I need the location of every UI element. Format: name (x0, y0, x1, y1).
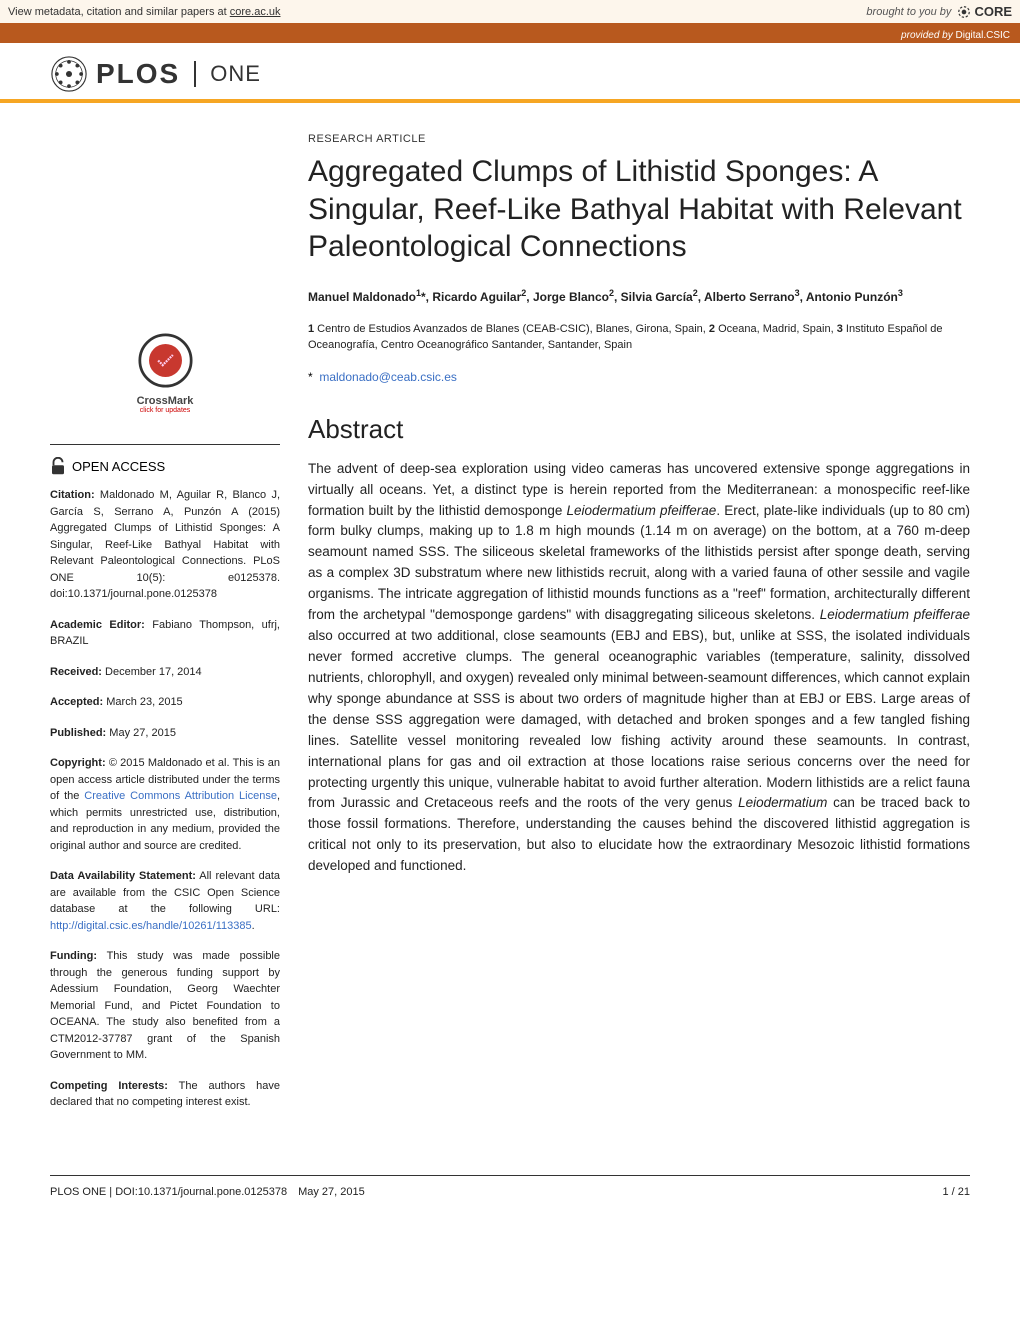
funding-text: This study was made possible through the… (50, 950, 280, 1061)
correspond-email[interactable]: maldonado@ceab.csic.es (319, 370, 457, 384)
footer-right: 1 / 21 (942, 1186, 970, 1198)
abstract-text: The advent of deep-sea exploration using… (308, 459, 970, 877)
funding-block: Funding: This study was made possible th… (50, 948, 280, 1064)
provided-name: Digital.CSIC (956, 30, 1010, 41)
authors: Manuel Maldonado1*, Ricardo Aguilar2, Jo… (308, 286, 970, 307)
received-block: Received: December 17, 2014 (50, 664, 280, 681)
copyright-label: Copyright: (50, 757, 106, 769)
core-prefix: View metadata, citation and similar pape… (8, 6, 230, 18)
footer-left: PLOS ONE | DOI:10.1371/journal.pone.0125… (50, 1186, 365, 1198)
crossmark-text: CrossMark (50, 395, 280, 407)
core-banner: View metadata, citation and similar pape… (0, 0, 1020, 28)
citation-text: Maldonado M, Aguilar R, Blanco J, García… (50, 489, 280, 600)
content: CrossMark click for updates OPEN ACCESS … (0, 103, 1020, 1145)
citation-block: Citation: Maldonado M, Aguilar R, Blanco… (50, 487, 280, 603)
competing-block: Competing Interests: The authors have de… (50, 1078, 280, 1111)
core-name: CORE (974, 4, 1012, 19)
cc-link[interactable]: Creative Commons Attribution License (84, 790, 277, 802)
received-text: December 17, 2014 (102, 666, 202, 678)
plos-symbol-icon (50, 55, 88, 93)
citation-label: Citation: (50, 489, 95, 501)
plos-brand-text: PLOS (96, 58, 180, 90)
sidebar: CrossMark click for updates OPEN ACCESS … (50, 133, 280, 1125)
received-label: Received: (50, 666, 102, 678)
correspond-star: * (308, 370, 313, 384)
footer: PLOS ONE | DOI:10.1371/journal.pone.0125… (50, 1175, 970, 1218)
accepted-label: Accepted: (50, 696, 103, 708)
data-label: Data Availability Statement: (50, 870, 196, 882)
core-logo[interactable]: CORE (957, 4, 1012, 19)
crossmark-icon (138, 333, 193, 388)
abstract-heading: Abstract (308, 414, 970, 445)
corresponding: * maldonado@ceab.csic.es (308, 370, 970, 384)
data-availability-block: Data Availability Statement: All relevan… (50, 868, 280, 934)
open-access-badge: OPEN ACCESS (50, 457, 280, 475)
main: RESEARCH ARTICLE Aggregated Clumps of Li… (308, 133, 970, 1125)
competing-label: Competing Interests: (50, 1080, 168, 1092)
brought-by-text: brought to you by (866, 6, 951, 18)
accepted-block: Accepted: March 23, 2015 (50, 694, 280, 711)
plos-journal-text: ONE (210, 61, 261, 87)
data-post: . (252, 920, 255, 932)
editor-block: Academic Editor: Fabiano Thompson, ufrj,… (50, 617, 280, 650)
published-text: May 27, 2015 (106, 727, 176, 739)
published-block: Published: May 27, 2015 (50, 725, 280, 742)
crossmark-badge[interactable]: CrossMark click for updates (50, 333, 280, 414)
plos-divider (194, 61, 196, 87)
data-link[interactable]: http://digital.csic.es/handle/10261/1133… (50, 920, 252, 932)
core-icon (957, 5, 971, 19)
core-link[interactable]: core.ac.uk (230, 6, 281, 18)
core-metadata-text: View metadata, citation and similar pape… (8, 6, 281, 18)
plos-header: PLOS ONE (0, 43, 1020, 103)
affiliations: 1 Centro de Estudios Avanzados de Blanes… (308, 321, 970, 354)
plos-logo[interactable]: PLOS ONE (50, 55, 990, 93)
provided-bar: provided by Digital.CSIC (0, 28, 1020, 43)
copyright-block: Copyright: © 2015 Maldonado et al. This … (50, 755, 280, 854)
published-label: Published: (50, 727, 106, 739)
open-lock-icon (50, 457, 66, 475)
article-type: RESEARCH ARTICLE (308, 133, 970, 145)
crossmark-subtext: click for updates (50, 407, 280, 414)
accepted-text: March 23, 2015 (103, 696, 183, 708)
funding-label: Funding: (50, 950, 97, 962)
editor-label: Academic Editor: (50, 619, 145, 631)
core-right: brought to you by CORE (866, 4, 1012, 19)
open-access-text: OPEN ACCESS (72, 459, 165, 474)
provided-prefix: provided by (901, 30, 953, 41)
sidebar-divider (50, 444, 280, 445)
article-title: Aggregated Clumps of Lithistid Sponges: … (308, 153, 970, 266)
